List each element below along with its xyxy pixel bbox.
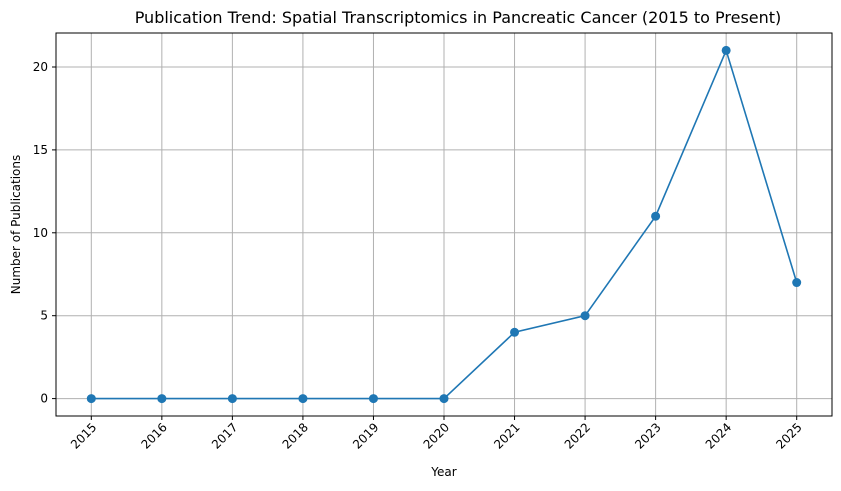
x-tick-label: 2020 <box>421 420 452 451</box>
data-point-2016 <box>157 394 167 404</box>
data-point-2023 <box>651 211 661 221</box>
x-tick-label: 2018 <box>280 420 311 451</box>
y-tick-label: 5 <box>40 309 48 323</box>
data-point-2019 <box>368 394 378 404</box>
x-axis-label: Year <box>430 465 456 479</box>
data-point-2022 <box>580 311 590 321</box>
plot-frame <box>55 32 833 417</box>
chart-title: Publication Trend: Spatial Transcriptomi… <box>135 8 782 27</box>
y-tick-label: 15 <box>33 143 48 157</box>
y-tick-label: 0 <box>40 392 48 406</box>
y-tick-label: 10 <box>33 226 48 240</box>
x-tick-label: 2023 <box>632 420 663 451</box>
x-tick-label: 2024 <box>703 420 734 451</box>
x-tick-label: 2021 <box>491 420 522 451</box>
x-tick-label: 2019 <box>350 420 381 451</box>
y-axis-ticks: 0 5 10 15 20 <box>33 60 56 406</box>
data-point-2024 <box>721 45 731 55</box>
data-point-2021 <box>510 327 520 337</box>
data-point-2020 <box>439 394 449 404</box>
x-tick-label: 2017 <box>209 420 240 451</box>
y-axis-label: Number of Publications <box>9 155 23 295</box>
series-markers <box>86 45 802 404</box>
x-tick-label: 2022 <box>562 420 593 451</box>
data-point-2025 <box>792 278 802 288</box>
x-tick-label: 2025 <box>773 420 804 451</box>
x-tick-label: 2015 <box>68 420 99 451</box>
data-point-2018 <box>298 394 308 404</box>
data-point-2015 <box>86 394 96 404</box>
x-tick-label: 2016 <box>138 420 169 451</box>
x-axis-ticks: 2015 2016 2017 2018 2019 2020 2021 2022 2023 2024… <box>68 416 805 452</box>
grid-lines <box>56 33 832 416</box>
y-tick-label: 20 <box>33 60 48 74</box>
data-point-2017 <box>227 394 237 404</box>
